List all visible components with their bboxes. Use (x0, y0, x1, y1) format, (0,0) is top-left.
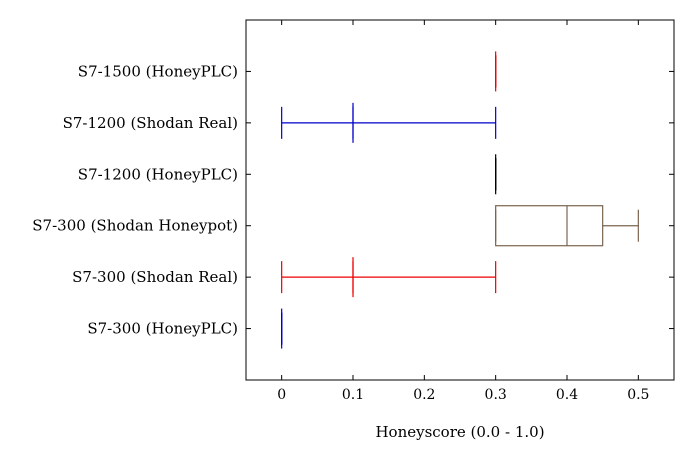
x-axis: 0 0.1 0.2 0.3 0.4 0.5 (277, 20, 649, 403)
x-tick-label: 0.4 (556, 387, 578, 403)
y-category-label: S7-300 (HoneyPLC) (87, 320, 238, 338)
y-category-label: S7-300 (Shodan Honeypot) (32, 217, 238, 235)
x-tick-label: 0.5 (627, 387, 649, 403)
x-tick-label: 0.2 (413, 387, 435, 403)
x-axis-title: Honeyscore (0.0 - 1.0) (375, 423, 544, 441)
y-category-label: S7-1200 (HoneyPLC) (78, 165, 238, 183)
x-tick-label: 0 (277, 387, 286, 403)
box-body (495, 205, 604, 247)
box-2 (495, 205, 639, 247)
plot-frame (245, 19, 675, 381)
y-category-label: S7-1200 (Shodan Real) (63, 114, 238, 132)
y-axis: S7-300 (HoneyPLC) S7-300 (Shodan Real) S7-… (32, 62, 674, 338)
box-4 (281, 102, 497, 143)
y-category-label: S7-300 (Shodan Real) (72, 268, 238, 286)
box-1 (281, 257, 497, 298)
plot-marks (281, 51, 639, 349)
y-category-label: S7-1500 (HoneyPLC) (78, 62, 238, 80)
x-tick-label: 0.3 (485, 387, 507, 403)
x-tick-label: 0.1 (342, 387, 364, 403)
